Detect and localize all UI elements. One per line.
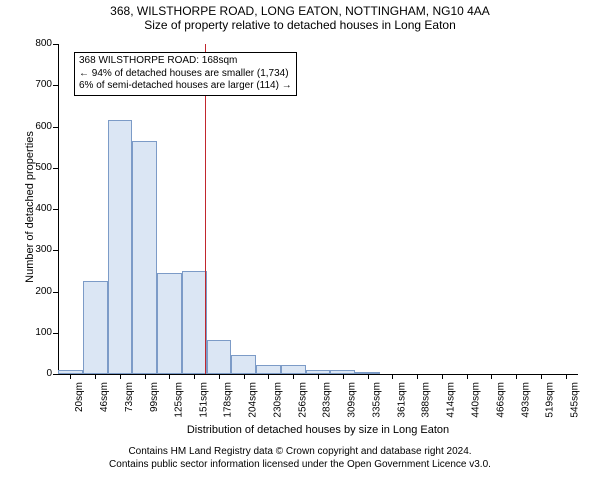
x-tick-mark (268, 374, 269, 379)
x-tick-label: 125sqm (173, 382, 184, 418)
x-tick-mark (516, 374, 517, 379)
y-tick-mark (53, 209, 58, 210)
histogram-bar (281, 365, 306, 374)
x-tick-mark (293, 374, 294, 379)
histogram-bar (108, 120, 133, 374)
histogram-bar (157, 273, 182, 374)
x-tick-label: 46sqm (99, 382, 110, 412)
annotation-line-1: 368 WILSTHORPE ROAD: 168sqm (79, 55, 292, 68)
x-tick-mark (70, 374, 71, 379)
x-tick-label: 73sqm (124, 382, 135, 412)
x-tick-label: 99sqm (149, 382, 160, 412)
x-tick-mark (566, 374, 567, 379)
x-tick-label: 440sqm (471, 382, 482, 418)
y-tick-label: 700 (16, 79, 52, 90)
y-tick-mark (53, 374, 58, 375)
x-tick-mark (244, 374, 245, 379)
y-tick-mark (53, 85, 58, 86)
x-axis-label: Distribution of detached houses by size … (58, 424, 578, 436)
x-tick-label: 519sqm (545, 382, 556, 418)
x-tick-mark (219, 374, 220, 379)
y-tick-label: 100 (16, 327, 52, 338)
x-tick-label: 466sqm (495, 382, 506, 418)
annotation-line-3: 6% of semi-detached houses are larger (1… (79, 80, 292, 93)
histogram-bar (83, 281, 108, 374)
y-tick-mark (53, 168, 58, 169)
histogram-bar (231, 355, 256, 374)
x-tick-label: 256sqm (297, 382, 308, 418)
y-tick-mark (53, 127, 58, 128)
annotation-box: 368 WILSTHORPE ROAD: 168sqm ← 94% of det… (74, 52, 297, 96)
x-tick-mark (541, 374, 542, 379)
x-tick-mark (120, 374, 121, 379)
x-tick-label: 545sqm (570, 382, 581, 418)
histogram-bar (207, 340, 232, 374)
y-axis-label: Number of detached properties (24, 107, 36, 307)
histogram-bar (132, 141, 157, 374)
y-tick-label: 0 (16, 368, 52, 379)
x-tick-label: 283sqm (322, 382, 333, 418)
footer-line-2: Contains public sector information licen… (0, 459, 600, 472)
x-tick-mark (442, 374, 443, 379)
x-tick-label: 204sqm (248, 382, 259, 418)
x-tick-mark (491, 374, 492, 379)
x-tick-mark (343, 374, 344, 379)
chart-container: 368, WILSTHORPE ROAD, LONG EATON, NOTTIN… (0, 0, 600, 500)
x-tick-mark (145, 374, 146, 379)
x-tick-label: 309sqm (347, 382, 358, 418)
histogram-bar (256, 365, 281, 374)
x-tick-label: 388sqm (421, 382, 432, 418)
annotation-line-2: ← 94% of detached houses are smaller (1,… (79, 68, 292, 81)
title-line-2: Size of property relative to detached ho… (0, 18, 600, 32)
x-tick-label: 493sqm (520, 382, 531, 418)
y-tick-mark (53, 250, 58, 251)
x-tick-mark (417, 374, 418, 379)
x-tick-mark (194, 374, 195, 379)
y-tick-mark (53, 44, 58, 45)
x-tick-label: 20sqm (74, 382, 85, 412)
x-tick-mark (169, 374, 170, 379)
x-tick-label: 230sqm (272, 382, 283, 418)
x-tick-mark (467, 374, 468, 379)
y-tick-mark (53, 333, 58, 334)
y-tick-label: 800 (16, 38, 52, 49)
attribution-footer: Contains HM Land Registry data © Crown c… (0, 446, 600, 471)
x-tick-label: 335sqm (372, 382, 383, 418)
histogram-bar (182, 271, 207, 374)
y-tick-mark (53, 292, 58, 293)
x-tick-label: 361sqm (396, 382, 407, 418)
x-tick-mark (318, 374, 319, 379)
title-line-1: 368, WILSTHORPE ROAD, LONG EATON, NOTTIN… (0, 0, 600, 18)
x-tick-mark (95, 374, 96, 379)
x-tick-label: 178sqm (223, 382, 234, 418)
x-tick-label: 414sqm (446, 382, 457, 418)
x-tick-label: 151sqm (198, 382, 209, 418)
footer-line-1: Contains HM Land Registry data © Crown c… (0, 446, 600, 459)
x-tick-mark (392, 374, 393, 379)
x-tick-mark (368, 374, 369, 379)
y-axis (58, 44, 59, 374)
